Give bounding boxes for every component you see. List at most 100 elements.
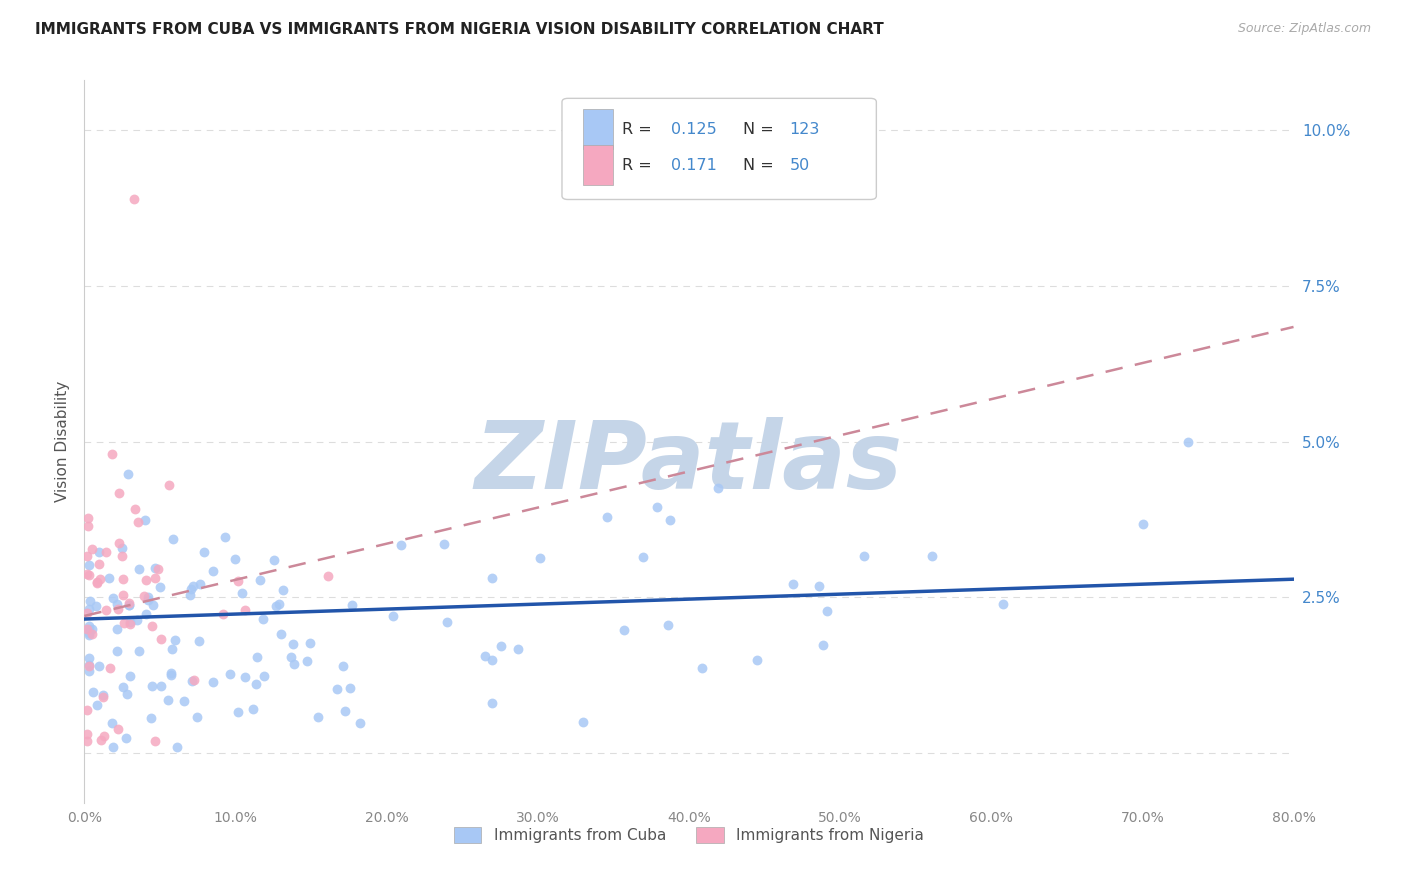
Text: 0.171: 0.171 [671, 158, 717, 173]
FancyBboxPatch shape [582, 109, 613, 149]
Point [325, 682, 347, 697]
Point [132, 590, 155, 604]
Point [90, 732, 112, 747]
Point [214, 530, 236, 544]
Point [633, 549, 655, 564]
Point [128, 562, 150, 576]
Point [707, 482, 730, 496]
Point [433, 537, 456, 551]
Point [339, 681, 361, 695]
Point [572, 714, 595, 729]
Point [77, 626, 100, 640]
Point [1177, 434, 1199, 449]
Point [180, 582, 202, 596]
Point [105, 622, 128, 636]
Point [108, 486, 131, 500]
Y-axis label: Vision Disability: Vision Disability [55, 381, 70, 502]
Point [82, 627, 104, 641]
Text: 50: 50 [789, 158, 810, 173]
Point [233, 603, 256, 617]
Point [186, 710, 208, 724]
Point [231, 586, 253, 600]
Point [815, 604, 838, 618]
Point [77, 622, 100, 636]
Point [111, 541, 134, 556]
Point [143, 560, 166, 574]
Point [118, 599, 141, 613]
Text: R =: R = [623, 158, 658, 173]
Point [141, 619, 163, 633]
Text: 123: 123 [789, 121, 820, 136]
Point [745, 653, 768, 667]
Point [82, 622, 104, 636]
Point [162, 533, 184, 547]
Point [100, 447, 122, 461]
Point [124, 502, 146, 516]
Point [112, 616, 135, 631]
Point [270, 626, 292, 640]
Point [82, 684, 104, 698]
Point [149, 679, 172, 693]
Point [91, 690, 114, 705]
Point [335, 704, 357, 718]
Point [295, 654, 318, 668]
Text: R =: R = [623, 121, 658, 136]
Point [143, 571, 166, 585]
Point [489, 639, 512, 653]
Point [160, 642, 183, 657]
Point [474, 648, 496, 663]
Point [135, 573, 157, 587]
Point [249, 574, 271, 588]
Point [86, 698, 108, 712]
Point [202, 675, 225, 690]
Point [79, 619, 101, 633]
Point [84, 599, 107, 613]
Point [921, 549, 943, 563]
Point [252, 612, 274, 626]
Point [76, 727, 98, 741]
Point [118, 615, 141, 630]
Point [122, 192, 145, 206]
Point [183, 673, 205, 687]
Point [224, 551, 246, 566]
Point [163, 633, 186, 648]
Point [143, 733, 166, 747]
Point [125, 613, 148, 627]
Point [111, 549, 134, 563]
Legend: Immigrants from Cuba, Immigrants from Nigeria: Immigrants from Cuba, Immigrants from Ni… [447, 821, 931, 849]
Point [87, 544, 110, 558]
Point [105, 644, 128, 658]
Point [135, 607, 157, 621]
Point [342, 598, 364, 612]
Point [332, 659, 354, 673]
Point [156, 693, 179, 707]
Point [280, 650, 302, 665]
Point [111, 588, 134, 602]
Point [100, 715, 122, 730]
Point [134, 513, 156, 527]
Point [94, 602, 117, 616]
Point [233, 670, 256, 684]
Point [118, 617, 141, 632]
Text: N =: N = [744, 158, 779, 173]
Point [160, 665, 183, 680]
Point [481, 653, 503, 667]
Point [808, 579, 831, 593]
Point [690, 661, 713, 675]
Point [97, 571, 120, 585]
Point [112, 681, 135, 695]
Point [782, 577, 804, 591]
Point [76, 549, 98, 564]
Point [146, 561, 169, 575]
Text: IMMIGRANTS FROM CUBA VS IMMIGRANTS FROM NIGERIA VISION DISABILITY CORRELATION CH: IMMIGRANTS FROM CUBA VS IMMIGRANTS FROM … [35, 22, 884, 37]
Point [529, 551, 551, 566]
Point [181, 579, 204, 593]
Point [77, 627, 100, 641]
Point [228, 574, 250, 588]
Point [201, 564, 224, 578]
Point [157, 478, 180, 492]
Point [506, 641, 529, 656]
Point [181, 674, 204, 689]
Point [283, 657, 305, 672]
Point [77, 665, 100, 679]
